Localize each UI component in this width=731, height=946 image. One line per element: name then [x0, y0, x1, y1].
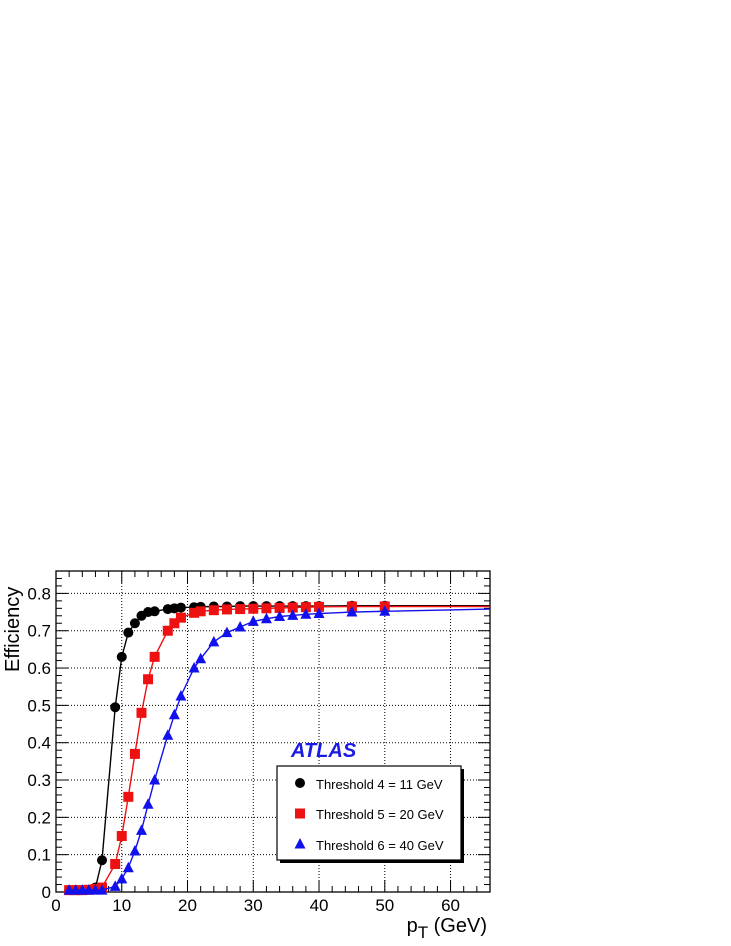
data-point	[110, 859, 121, 870]
atlas-annotation: ATLAS	[290, 740, 357, 762]
data-point	[261, 603, 272, 614]
x-tick-label: 30	[244, 896, 263, 915]
data-point	[346, 606, 358, 617]
data-point	[175, 690, 187, 701]
legend-markers	[294, 778, 306, 849]
legend-marker-0	[295, 778, 305, 788]
data-point	[149, 774, 161, 785]
data-point	[300, 608, 312, 619]
series-layer	[63, 600, 491, 896]
data-point	[96, 884, 108, 895]
data-point	[274, 610, 286, 622]
legend-label-0: Threshold 4 = 11 GeV	[316, 777, 443, 792]
data-point	[260, 612, 272, 624]
data-point	[169, 618, 180, 629]
data-point	[109, 880, 121, 891]
data-point	[122, 861, 134, 873]
data-point	[195, 606, 206, 617]
data-point	[208, 635, 220, 647]
data-point	[136, 707, 147, 718]
data-point	[235, 604, 246, 615]
data-point	[221, 604, 232, 615]
x-tick-label: 50	[375, 896, 394, 915]
series-2	[63, 605, 491, 895]
data-point	[97, 855, 108, 866]
data-point	[247, 615, 259, 626]
data-point	[175, 602, 186, 613]
y-tick-label: 0.5	[27, 696, 51, 715]
y-tick-label: 0	[42, 883, 51, 902]
data-point	[195, 652, 207, 664]
data-point	[379, 605, 391, 616]
data-point	[168, 708, 180, 720]
data-point	[313, 607, 325, 619]
data-point	[110, 702, 121, 713]
legend: Threshold 4 = 11 GeV Threshold 5 = 20 Ge…	[276, 765, 464, 863]
data-point	[129, 844, 141, 856]
data-point	[116, 872, 128, 884]
y-tick-label: 0.6	[27, 659, 51, 678]
x-tick-label: 10	[112, 896, 131, 915]
legend-marker-2	[294, 838, 306, 849]
data-point	[116, 831, 127, 842]
data-point	[116, 651, 127, 662]
x-axis-title-sub: T	[418, 923, 428, 942]
legend-marker-1	[295, 808, 305, 819]
data-point	[149, 651, 160, 662]
data-point	[143, 674, 154, 685]
data-point	[162, 625, 173, 636]
x-tick-label: 0	[51, 896, 60, 915]
data-point	[162, 729, 174, 740]
axis-ticks	[55, 571, 491, 893]
data-point	[287, 609, 299, 620]
y-tick-label: 0.8	[27, 584, 51, 603]
y-tick-label: 0.1	[27, 846, 51, 865]
data-point	[221, 626, 233, 638]
data-point	[135, 824, 147, 835]
y-tick-label: 0.4	[27, 734, 51, 753]
legend-label-2: Threshold 6 = 40 GeV	[316, 838, 444, 853]
x-tick-label: 20	[178, 896, 197, 915]
data-point	[129, 748, 140, 759]
data-point	[175, 612, 186, 623]
y-tick-label: 0.2	[27, 808, 51, 827]
x-axis-title-unit: (GeV)	[428, 915, 487, 937]
data-point	[142, 798, 154, 809]
data-point	[129, 618, 140, 629]
y-tick-label: 0.7	[27, 622, 51, 641]
data-point	[123, 791, 134, 802]
legend-label-1: Threshold 5 = 20 GeV	[316, 807, 444, 822]
data-point	[314, 601, 325, 612]
data-point	[189, 607, 200, 618]
data-point	[208, 605, 219, 616]
plot-frame	[55, 570, 491, 893]
legend-shadow-bottom	[280, 860, 464, 863]
data-point	[234, 620, 246, 632]
x-tick-label: 40	[310, 896, 329, 915]
data-point	[248, 603, 259, 614]
data-point	[188, 662, 200, 673]
tick-labels: 0 10 20 30 40 50 60 0 0.1 0.2 0.3 0.4 0.5 0.6 0.7 0.8	[27, 584, 460, 915]
data-point	[123, 627, 134, 638]
x-tick-label: 60	[441, 896, 460, 915]
y-tick-label: 0.3	[27, 771, 51, 790]
x-axis-title: pT (GeV)	[407, 915, 487, 942]
x-axis-title-main: p	[407, 915, 418, 937]
data-point	[287, 602, 298, 613]
data-point	[149, 606, 160, 617]
legend-shadow-right	[461, 769, 464, 863]
y-axis-title: Efficiency	[2, 587, 24, 672]
data-point	[274, 602, 285, 613]
data-point	[300, 602, 311, 613]
